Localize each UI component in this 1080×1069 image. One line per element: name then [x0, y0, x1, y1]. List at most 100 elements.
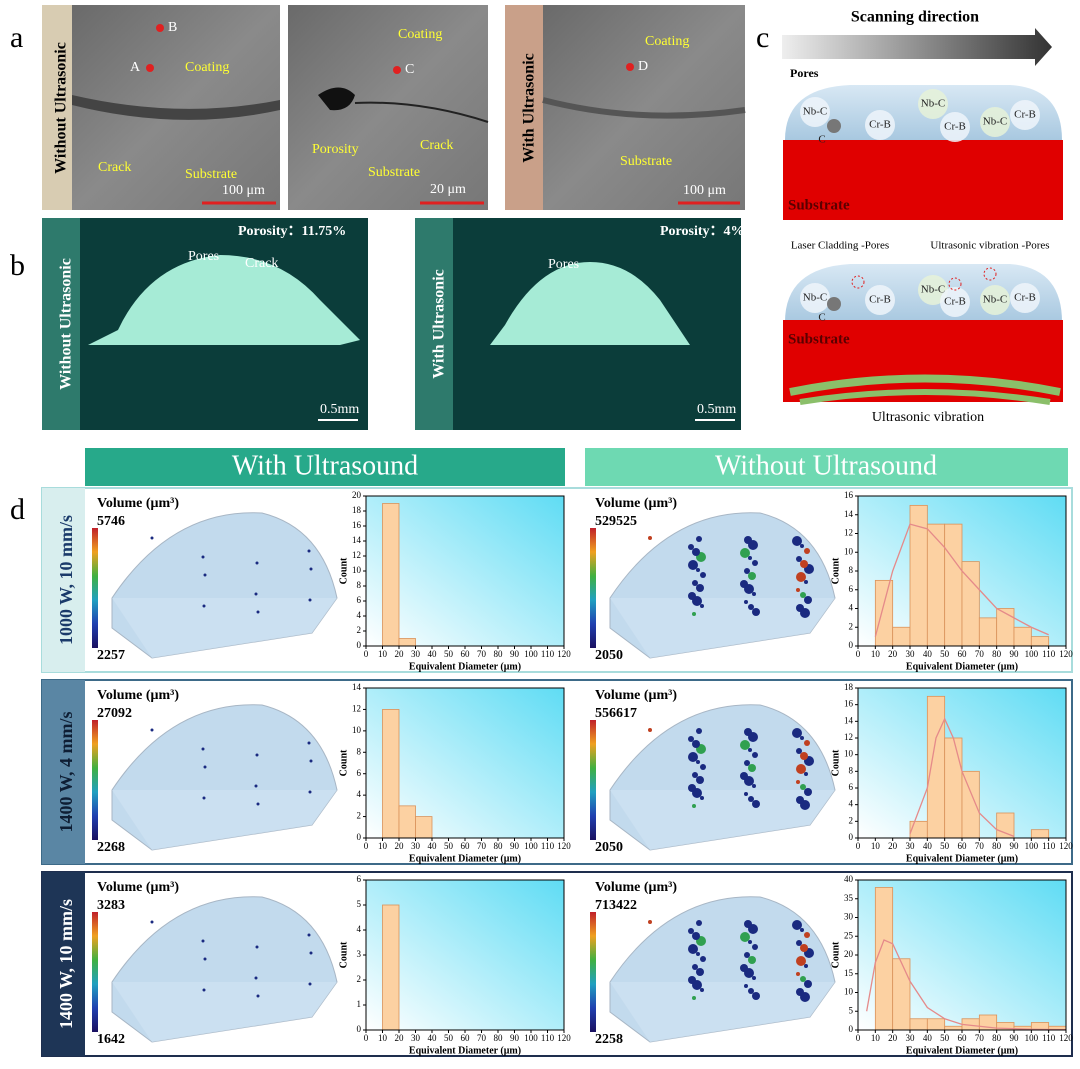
x-axis-label: Equivalent Diameter (μm)	[906, 1045, 1018, 1056]
pore-dot	[748, 940, 752, 944]
x-tick-label: 90	[510, 1033, 520, 1043]
axes	[857, 879, 1067, 1031]
pore-dot	[308, 598, 312, 602]
x-tick-label: 30	[906, 841, 916, 851]
pore-dot	[748, 796, 754, 802]
pore-dot	[748, 604, 754, 610]
side-strip	[505, 5, 543, 210]
specimen-face	[112, 790, 337, 850]
axes	[365, 495, 565, 647]
annotation: Coating	[398, 27, 442, 42]
header-bar	[85, 448, 565, 486]
pore-dot	[692, 548, 700, 556]
bar	[382, 503, 400, 647]
pore-dot	[792, 920, 802, 930]
pore-dot	[256, 802, 260, 806]
side-strip	[42, 218, 80, 430]
pore-dot	[692, 932, 700, 940]
pore-dot	[688, 544, 694, 550]
y-tick-label: 8	[849, 765, 854, 775]
pore-dot	[700, 796, 704, 800]
pore-dot	[744, 984, 748, 988]
x-tick-label: 120	[1059, 649, 1073, 659]
x-tick-label: 20	[395, 649, 405, 659]
pore-dot	[696, 568, 700, 572]
row-label: 1400 W, 10 mm/s	[56, 899, 76, 1029]
pore-dot	[744, 600, 748, 604]
y-tick-label: 4	[357, 789, 362, 799]
pore-dot	[688, 944, 698, 954]
pore-dot	[752, 752, 758, 758]
y-axis-label: Count	[338, 749, 349, 776]
arrow-label: Scanning direction	[851, 9, 979, 26]
x-tick-label: 80	[494, 1033, 504, 1043]
y-tick-label: 6	[357, 874, 362, 884]
bar	[892, 958, 911, 1031]
side-label: Without Ultrasonic	[53, 42, 70, 174]
x-tick-label: 110	[541, 1033, 555, 1043]
fit-curve	[909, 717, 1015, 837]
x-tick-label: 30	[411, 841, 421, 851]
x-axis-label: Equivalent Diameter (μm)	[906, 661, 1018, 672]
crack	[354, 101, 489, 123]
x-tick-label: 90	[1010, 649, 1020, 659]
bar	[909, 820, 928, 839]
pore-dot	[256, 610, 260, 614]
pore-dot	[796, 780, 800, 784]
x-tick-label: 100	[524, 841, 538, 851]
pore-dot	[255, 945, 259, 949]
pore-dot	[700, 764, 706, 770]
pore-dot	[692, 804, 696, 808]
pore	[948, 277, 962, 291]
pore-dot	[796, 796, 804, 804]
pore-dot	[648, 920, 652, 924]
y-axis-label: Count	[338, 557, 349, 584]
x-tick-label: 0	[856, 841, 861, 851]
bar	[874, 579, 894, 647]
x-tick-label: 50	[940, 649, 950, 659]
pore-dot	[800, 944, 808, 952]
pore-dot	[796, 588, 800, 592]
x-tick-label: 110	[1042, 1033, 1056, 1043]
bar	[1030, 636, 1050, 647]
annotation: Pores	[790, 66, 819, 80]
annotation: Ultrasonic vibration -Pores	[930, 240, 1049, 252]
x-axis-label: Equivalent Diameter (μm)	[409, 1045, 521, 1056]
y-tick-label: 6	[849, 584, 854, 594]
annotation: Coating	[645, 34, 689, 49]
y-tick-label: 14	[352, 682, 362, 692]
annotation: Substrate	[368, 165, 420, 180]
y-axis-label: Count	[830, 941, 841, 968]
pore-dot	[254, 784, 258, 788]
annotation: Crack	[98, 160, 131, 175]
x-tick-label: 50	[444, 649, 454, 659]
pore-dot	[796, 940, 802, 946]
phase-particle	[940, 287, 970, 317]
x-tick-label: 60	[461, 649, 471, 659]
bar	[944, 523, 963, 647]
x-tick-label: 80	[494, 841, 504, 851]
scale-label: 100 μm	[683, 183, 726, 198]
panel-label: c	[756, 21, 769, 54]
side-strip	[42, 5, 72, 210]
pore-dot	[748, 956, 756, 964]
colorbar	[590, 912, 596, 1032]
x-tick-label: 40	[428, 841, 438, 851]
pore-dot	[796, 556, 802, 562]
x-tick-label: 110	[1042, 841, 1056, 851]
pore-dot	[688, 592, 696, 600]
axes	[365, 879, 565, 1031]
y-tick-label: 4	[357, 610, 362, 620]
colorbar-max: 529525	[595, 514, 637, 529]
x-tick-label: 110	[541, 649, 555, 659]
pore-dot	[804, 596, 812, 604]
pore-dot	[700, 956, 706, 962]
phase-label: Cr-B	[944, 121, 966, 133]
pore-dot	[203, 573, 207, 577]
pore-dot	[744, 536, 752, 544]
y-tick-label: 15	[844, 968, 854, 978]
y-tick-label: 8	[357, 746, 362, 756]
x-tick-label: 100	[1025, 649, 1039, 659]
